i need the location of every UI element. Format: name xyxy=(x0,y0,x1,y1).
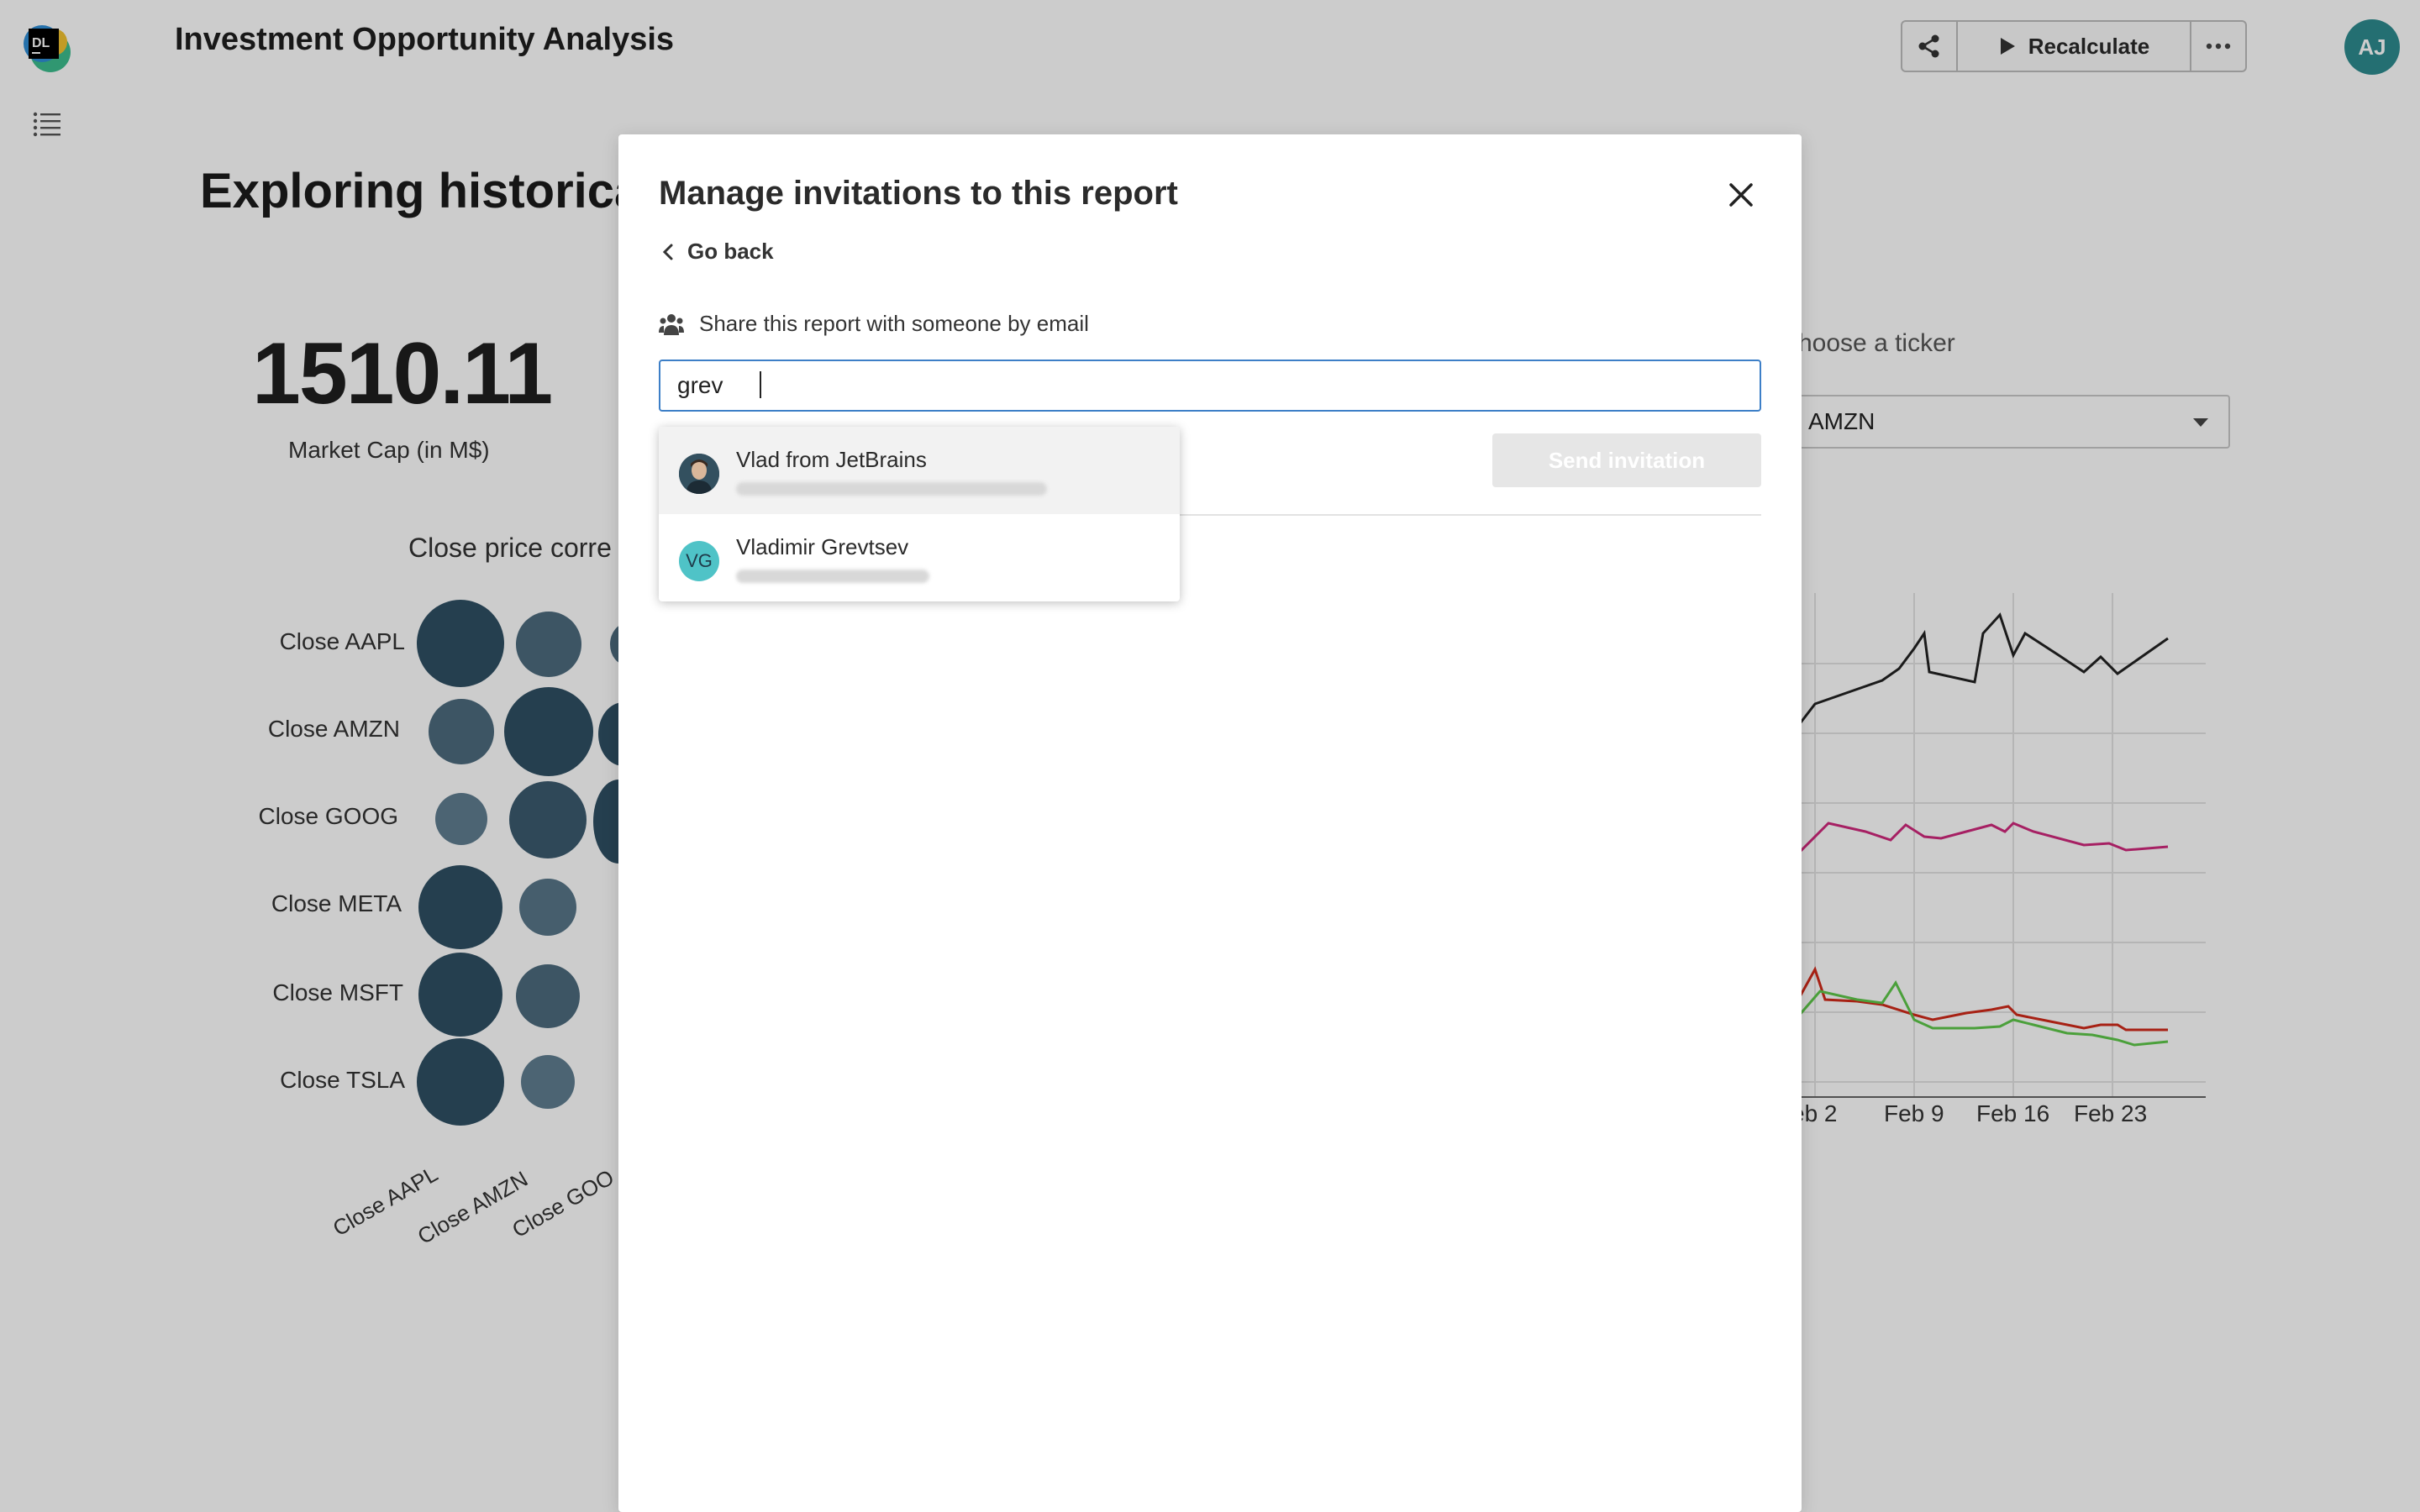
share-by-email-label-row: Share this report with someone by email xyxy=(659,311,1089,337)
ticker-value: AMZN xyxy=(1808,408,1876,434)
send-invitation-button[interactable]: Send invitation xyxy=(1492,433,1761,487)
corr-row-label: Close AMZN xyxy=(267,716,400,742)
series-line xyxy=(1797,612,2169,727)
report-heading: Exploring historical xyxy=(200,164,655,218)
series-line xyxy=(1797,822,2169,855)
corr-bubble xyxy=(516,964,580,1028)
share-icon xyxy=(1918,34,1939,58)
email-input[interactable] xyxy=(659,360,1761,412)
corr-bubble xyxy=(516,612,581,677)
avatar xyxy=(679,454,719,494)
suggestion-email-redacted xyxy=(736,570,929,583)
more-options-button[interactable] xyxy=(2191,22,2245,71)
corr-bubble xyxy=(417,600,504,687)
corr-bubble xyxy=(429,699,494,764)
suggestion-item[interactable]: Vlad from JetBrains xyxy=(659,427,1180,514)
suggestion-name: Vladimir Grevtsev xyxy=(736,534,909,559)
corr-bubble xyxy=(435,793,487,845)
recalculate-button[interactable]: Recalculate xyxy=(1958,22,2191,71)
dialog-title: Manage invitations to this report xyxy=(659,175,1178,212)
market-cap-label: Market Cap (in M$) xyxy=(288,437,490,463)
corr-bubble xyxy=(509,781,587,858)
suggestion-email-redacted xyxy=(736,482,1047,496)
text-caret xyxy=(760,371,761,398)
share-label: Share this report with someone by email xyxy=(699,311,1089,336)
svg-text:DL: DL xyxy=(32,36,50,50)
play-icon xyxy=(2000,38,2015,55)
corr-bubble xyxy=(418,953,502,1037)
more-icon xyxy=(2206,43,2231,50)
user-avatar[interactable]: AJ xyxy=(2344,19,2400,75)
market-cap-value: 1510.11 xyxy=(252,325,553,423)
report-toolbar: Recalculate xyxy=(1901,20,2247,72)
corr-bubble xyxy=(418,865,502,949)
corr-bubble xyxy=(504,687,593,776)
email-suggestions-dropdown: Vlad from JetBrains VG Vladimir Grevtsev xyxy=(659,427,1180,601)
corr-row-label: Close AAPL xyxy=(279,628,405,654)
series-line xyxy=(1797,980,2169,1047)
ticker-select[interactable]: AMZN xyxy=(1798,395,2230,449)
table-of-contents-icon[interactable] xyxy=(32,109,62,139)
close-button[interactable] xyxy=(1726,180,1756,210)
corr-row-label: Close TSLA xyxy=(280,1067,405,1093)
suggestion-item[interactable]: VG Vladimir Grevtsev xyxy=(659,514,1180,601)
correlation-chart-title: Close price corre xyxy=(408,533,612,563)
suggestion-name: Vlad from JetBrains xyxy=(736,447,927,472)
datalore-logo: DL xyxy=(20,20,74,74)
corr-bubble xyxy=(417,1038,504,1126)
x-tick-label: Feb 23 xyxy=(2074,1100,2148,1126)
divider xyxy=(659,514,1761,516)
x-tick-label: Feb 16 xyxy=(1976,1100,2050,1126)
go-back-label: Go back xyxy=(687,239,774,264)
corr-bubble xyxy=(521,1055,575,1109)
app-title: Investment Opportunity Analysis xyxy=(175,22,675,57)
avatar: VG xyxy=(679,541,719,581)
recalculate-label: Recalculate xyxy=(2028,33,2150,59)
corr-row-label: Close MSFT xyxy=(272,979,403,1005)
corr-row-label: Close META xyxy=(271,890,402,916)
people-icon xyxy=(659,313,684,335)
go-back-link[interactable]: Go back xyxy=(662,239,774,265)
chevron-left-icon xyxy=(662,244,673,260)
share-button[interactable] xyxy=(1902,22,1958,71)
close-icon xyxy=(1729,183,1753,207)
corr-bubble xyxy=(519,879,576,936)
chevron-down-icon xyxy=(2193,418,2208,427)
corr-row-label: Close GOOG xyxy=(258,803,398,829)
series-line xyxy=(1797,966,2168,1032)
price-line-chart xyxy=(1765,593,2206,1098)
x-tick-label: Feb 9 xyxy=(1884,1100,1944,1126)
ticker-label: hoose a ticker xyxy=(1798,329,1955,357)
manage-invitations-dialog: Manage invitations to this report Go bac… xyxy=(618,134,1802,1512)
